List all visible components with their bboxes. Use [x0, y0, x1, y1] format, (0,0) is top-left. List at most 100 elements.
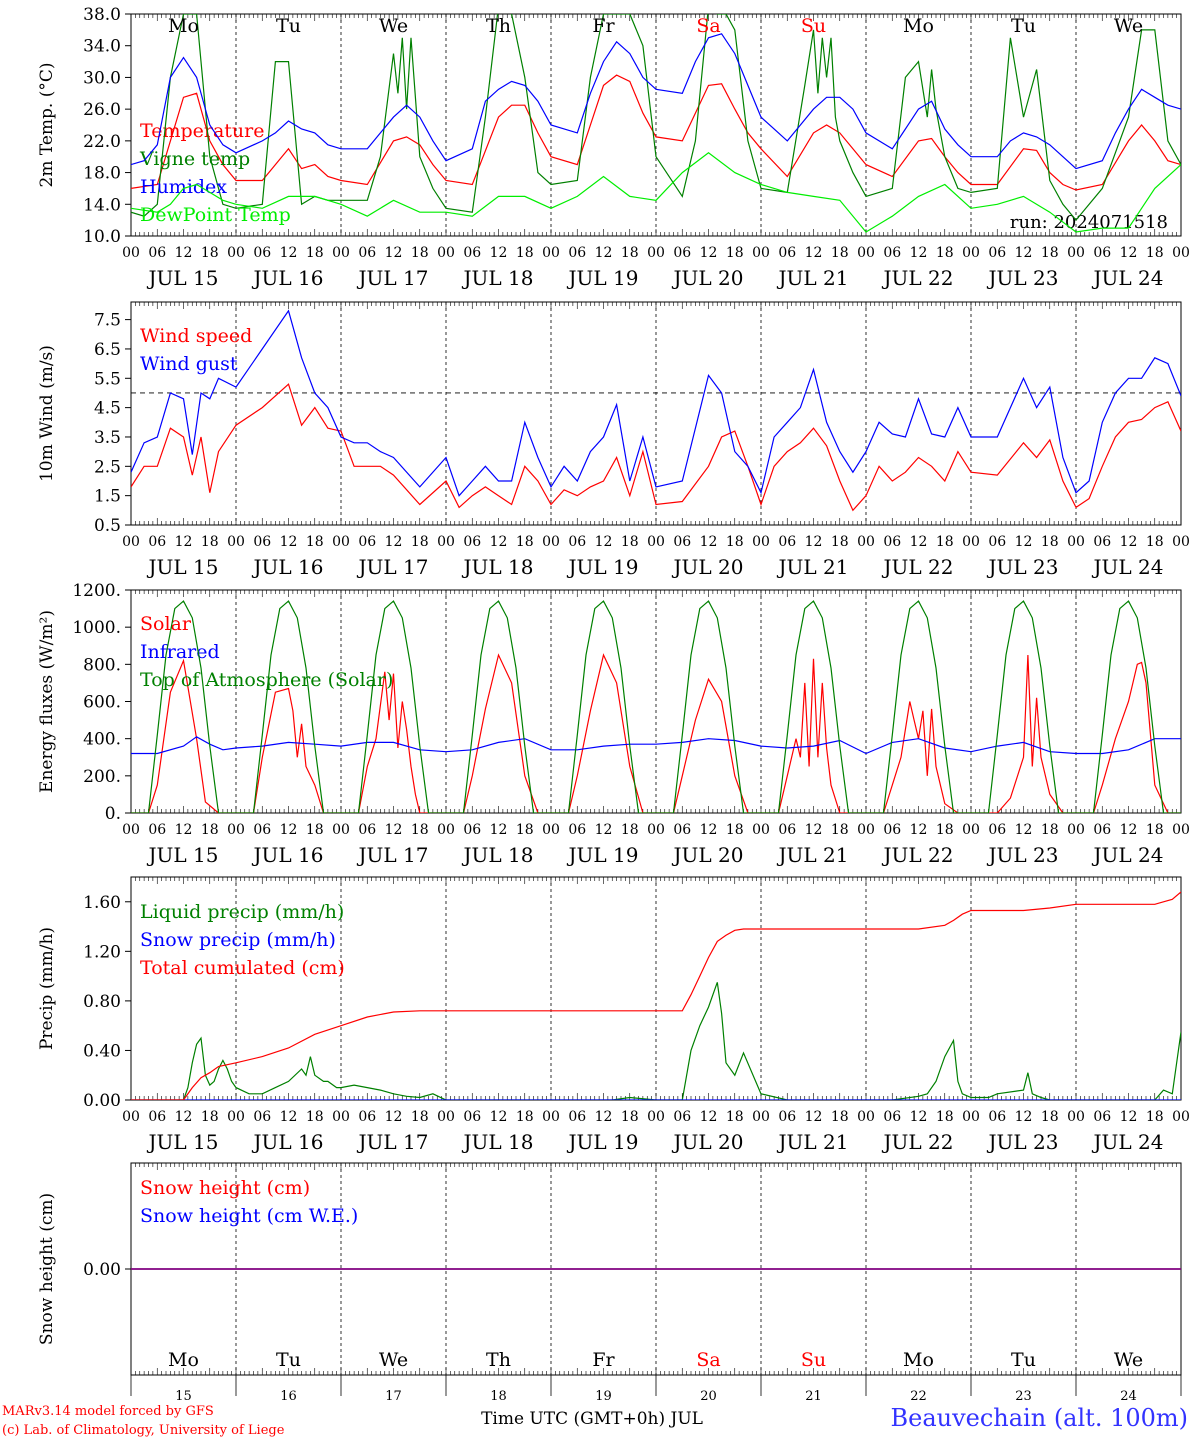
hour-label: 18 [411, 822, 429, 838]
y-tick-label: 1000. [72, 618, 121, 638]
day-name: We [379, 15, 408, 37]
series-line-liquid-precip-mm-h- [131, 982, 1181, 1100]
y-axis-label: 10m Wind (m/s) [37, 345, 57, 482]
legend-label: Snow height (cm) [140, 1177, 310, 1199]
hour-label: 06 [988, 822, 1006, 838]
hour-label: 00 [857, 1109, 875, 1125]
y-tick-label: 6.5 [94, 340, 121, 360]
y-tick-label: 1.5 [94, 487, 121, 507]
legend-label: Snow precip (mm/h) [140, 929, 336, 951]
hour-label: 06 [568, 1109, 586, 1125]
hour-label: 06 [883, 245, 901, 261]
date-label: JUL 16 [252, 555, 324, 579]
hour-label: 18 [201, 822, 219, 838]
hour-label: 12 [175, 534, 193, 550]
hour-label: 12 [1015, 534, 1033, 550]
date-label: JUL 18 [462, 1130, 534, 1154]
y-tick-label: 2.5 [94, 457, 121, 477]
hour-label: 00 [437, 245, 455, 261]
hour-label: 18 [936, 534, 954, 550]
hour-label: 18 [201, 1109, 219, 1125]
hour-label: 00 [857, 822, 875, 838]
hour-label: 18 [621, 245, 639, 261]
y-tick-label: 1.60 [83, 893, 121, 913]
hour-label: 18 [1041, 534, 1059, 550]
series-line-dewpoint-temp [131, 152, 1181, 233]
hour-label: 18 [726, 822, 744, 838]
date-label: JUL 20 [672, 843, 744, 867]
y-tick-label: 4.5 [94, 399, 121, 419]
hour-label: 06 [463, 534, 481, 550]
series-line-temperature [131, 74, 1181, 191]
date-label: JUL 23 [987, 843, 1059, 867]
hour-label: 12 [490, 822, 508, 838]
y-tick-label: 0.40 [83, 1041, 121, 1061]
hour-label: 18 [306, 822, 324, 838]
panel-frame [130, 589, 1182, 814]
hour-label: 18 [621, 534, 639, 550]
hour-label: 00 [122, 1109, 140, 1125]
hour-label: 00 [227, 1109, 245, 1125]
hour-label: 00 [227, 245, 245, 261]
hour-label: 00 [332, 1109, 350, 1125]
hour-label: 12 [1120, 1109, 1138, 1125]
hour-label: 00 [962, 822, 980, 838]
y-tick-label: 3.5 [94, 428, 121, 448]
day-name: Th [486, 15, 511, 37]
hour-label: 00 [1172, 245, 1190, 261]
hour-label: 12 [595, 245, 613, 261]
hour-label: 00 [857, 534, 875, 550]
hour-label: 18 [726, 534, 744, 550]
hour-label: 06 [673, 534, 691, 550]
hour-label: 12 [1120, 245, 1138, 261]
legend-label: Vigne temp [139, 148, 250, 170]
hour-label: 18 [1146, 534, 1164, 550]
date-label: JUL 20 [672, 555, 744, 579]
hour-label: 00 [1067, 1109, 1085, 1125]
hour-label: 12 [595, 822, 613, 838]
date-label: JUL 18 [462, 266, 534, 290]
hour-label: 06 [988, 534, 1006, 550]
date-label: JUL 22 [882, 266, 954, 290]
hour-label: 18 [411, 245, 429, 261]
hour-label: 00 [647, 534, 665, 550]
hour-label: 06 [778, 1109, 796, 1125]
hour-label: 18 [1146, 245, 1164, 261]
day-name: Su [801, 15, 826, 37]
date-label: JUL 16 [252, 843, 324, 867]
date-label: JUL 20 [672, 1130, 744, 1154]
hour-label: 18 [201, 534, 219, 550]
date-label: JUL 19 [567, 1130, 639, 1154]
hour-label: 12 [1015, 822, 1033, 838]
hour-label: 12 [1120, 822, 1138, 838]
hour-label: 18 [936, 245, 954, 261]
hour-label: 12 [175, 245, 193, 261]
y-tick-label: 0.80 [83, 992, 121, 1012]
hour-label: 06 [568, 245, 586, 261]
hour-label: 00 [332, 245, 350, 261]
day-name: Fr [592, 15, 615, 37]
hour-label: 00 [542, 822, 560, 838]
hour-label: 00 [1067, 534, 1085, 550]
hour-label: 06 [883, 822, 901, 838]
hour-label: 12 [910, 534, 928, 550]
hour-label: 18 [621, 1109, 639, 1125]
hour-label: 12 [385, 245, 403, 261]
hour-label: 12 [175, 822, 193, 838]
hour-label: 06 [358, 534, 376, 550]
day-name: Sa [696, 1349, 720, 1371]
y-tick-label: 0.5 [94, 516, 121, 536]
hour-label: 18 [516, 822, 534, 838]
hour-label: 18 [201, 245, 219, 261]
legend-label: Solar [140, 613, 192, 635]
hour-label: 18 [621, 822, 639, 838]
series-line-wind-speed [131, 383, 1181, 512]
hour-label: 12 [490, 1109, 508, 1125]
date-label: JUL 17 [357, 266, 429, 290]
date-label: JUL 23 [987, 555, 1059, 579]
hour-label: 12 [280, 822, 298, 838]
hour-label: 00 [437, 822, 455, 838]
date-label: JUL 21 [777, 843, 849, 867]
hour-label: 12 [385, 534, 403, 550]
hour-label: 12 [805, 534, 823, 550]
